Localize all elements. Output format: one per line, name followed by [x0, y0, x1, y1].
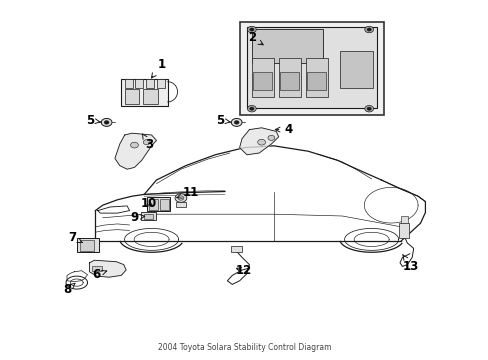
Circle shape — [366, 28, 370, 31]
Polygon shape — [239, 128, 278, 155]
Text: 6: 6 — [93, 268, 106, 281]
Bar — [239, 22, 383, 115]
Bar — [400, 216, 407, 223]
Circle shape — [234, 121, 239, 124]
Circle shape — [364, 105, 373, 112]
Circle shape — [247, 26, 256, 33]
Circle shape — [257, 139, 265, 145]
Bar — [141, 212, 156, 220]
Circle shape — [175, 194, 186, 202]
Bar — [246, 27, 376, 108]
Bar — [160, 199, 168, 210]
Text: 1: 1 — [151, 58, 165, 78]
Text: 3: 3 — [142, 134, 153, 150]
Text: 13: 13 — [402, 255, 418, 273]
Bar — [251, 30, 323, 63]
Text: 4: 4 — [275, 123, 292, 136]
Bar — [251, 58, 273, 97]
Bar — [92, 266, 102, 271]
Bar — [144, 214, 153, 219]
Circle shape — [178, 196, 183, 200]
Circle shape — [104, 121, 109, 124]
Bar — [77, 238, 99, 252]
Circle shape — [249, 107, 254, 110]
Text: 2: 2 — [247, 31, 263, 45]
Text: 2004 Toyota Solara Stability Control Diagram: 2004 Toyota Solara Stability Control Dia… — [158, 343, 330, 352]
Circle shape — [366, 107, 370, 110]
Polygon shape — [89, 260, 126, 277]
Circle shape — [364, 26, 373, 33]
Text: 5: 5 — [216, 114, 230, 127]
Bar — [231, 246, 242, 252]
Text: 7: 7 — [68, 231, 82, 244]
Circle shape — [231, 118, 242, 126]
Bar — [306, 72, 325, 90]
Circle shape — [130, 142, 138, 148]
Bar — [279, 72, 299, 90]
Circle shape — [247, 105, 256, 112]
Bar — [143, 89, 158, 104]
Circle shape — [143, 140, 150, 145]
Bar — [278, 58, 300, 97]
Bar — [135, 79, 143, 88]
Bar — [146, 79, 154, 88]
Circle shape — [101, 118, 112, 126]
Bar — [149, 199, 158, 210]
Bar — [121, 79, 167, 106]
Circle shape — [249, 28, 254, 31]
Text: 8: 8 — [63, 283, 75, 296]
Bar — [176, 202, 185, 207]
Bar — [157, 79, 164, 88]
Bar — [124, 79, 132, 88]
Text: 11: 11 — [177, 186, 199, 199]
Bar — [340, 51, 372, 88]
Bar — [398, 223, 408, 238]
Text: 9: 9 — [130, 211, 144, 224]
Polygon shape — [115, 133, 156, 169]
Bar — [305, 58, 327, 97]
Circle shape — [267, 135, 274, 140]
Bar — [146, 197, 170, 211]
Text: 5: 5 — [86, 114, 100, 127]
Bar — [124, 89, 139, 104]
Text: 10: 10 — [141, 197, 157, 210]
Bar — [252, 72, 272, 90]
Bar — [80, 240, 94, 251]
Text: 12: 12 — [235, 264, 251, 277]
